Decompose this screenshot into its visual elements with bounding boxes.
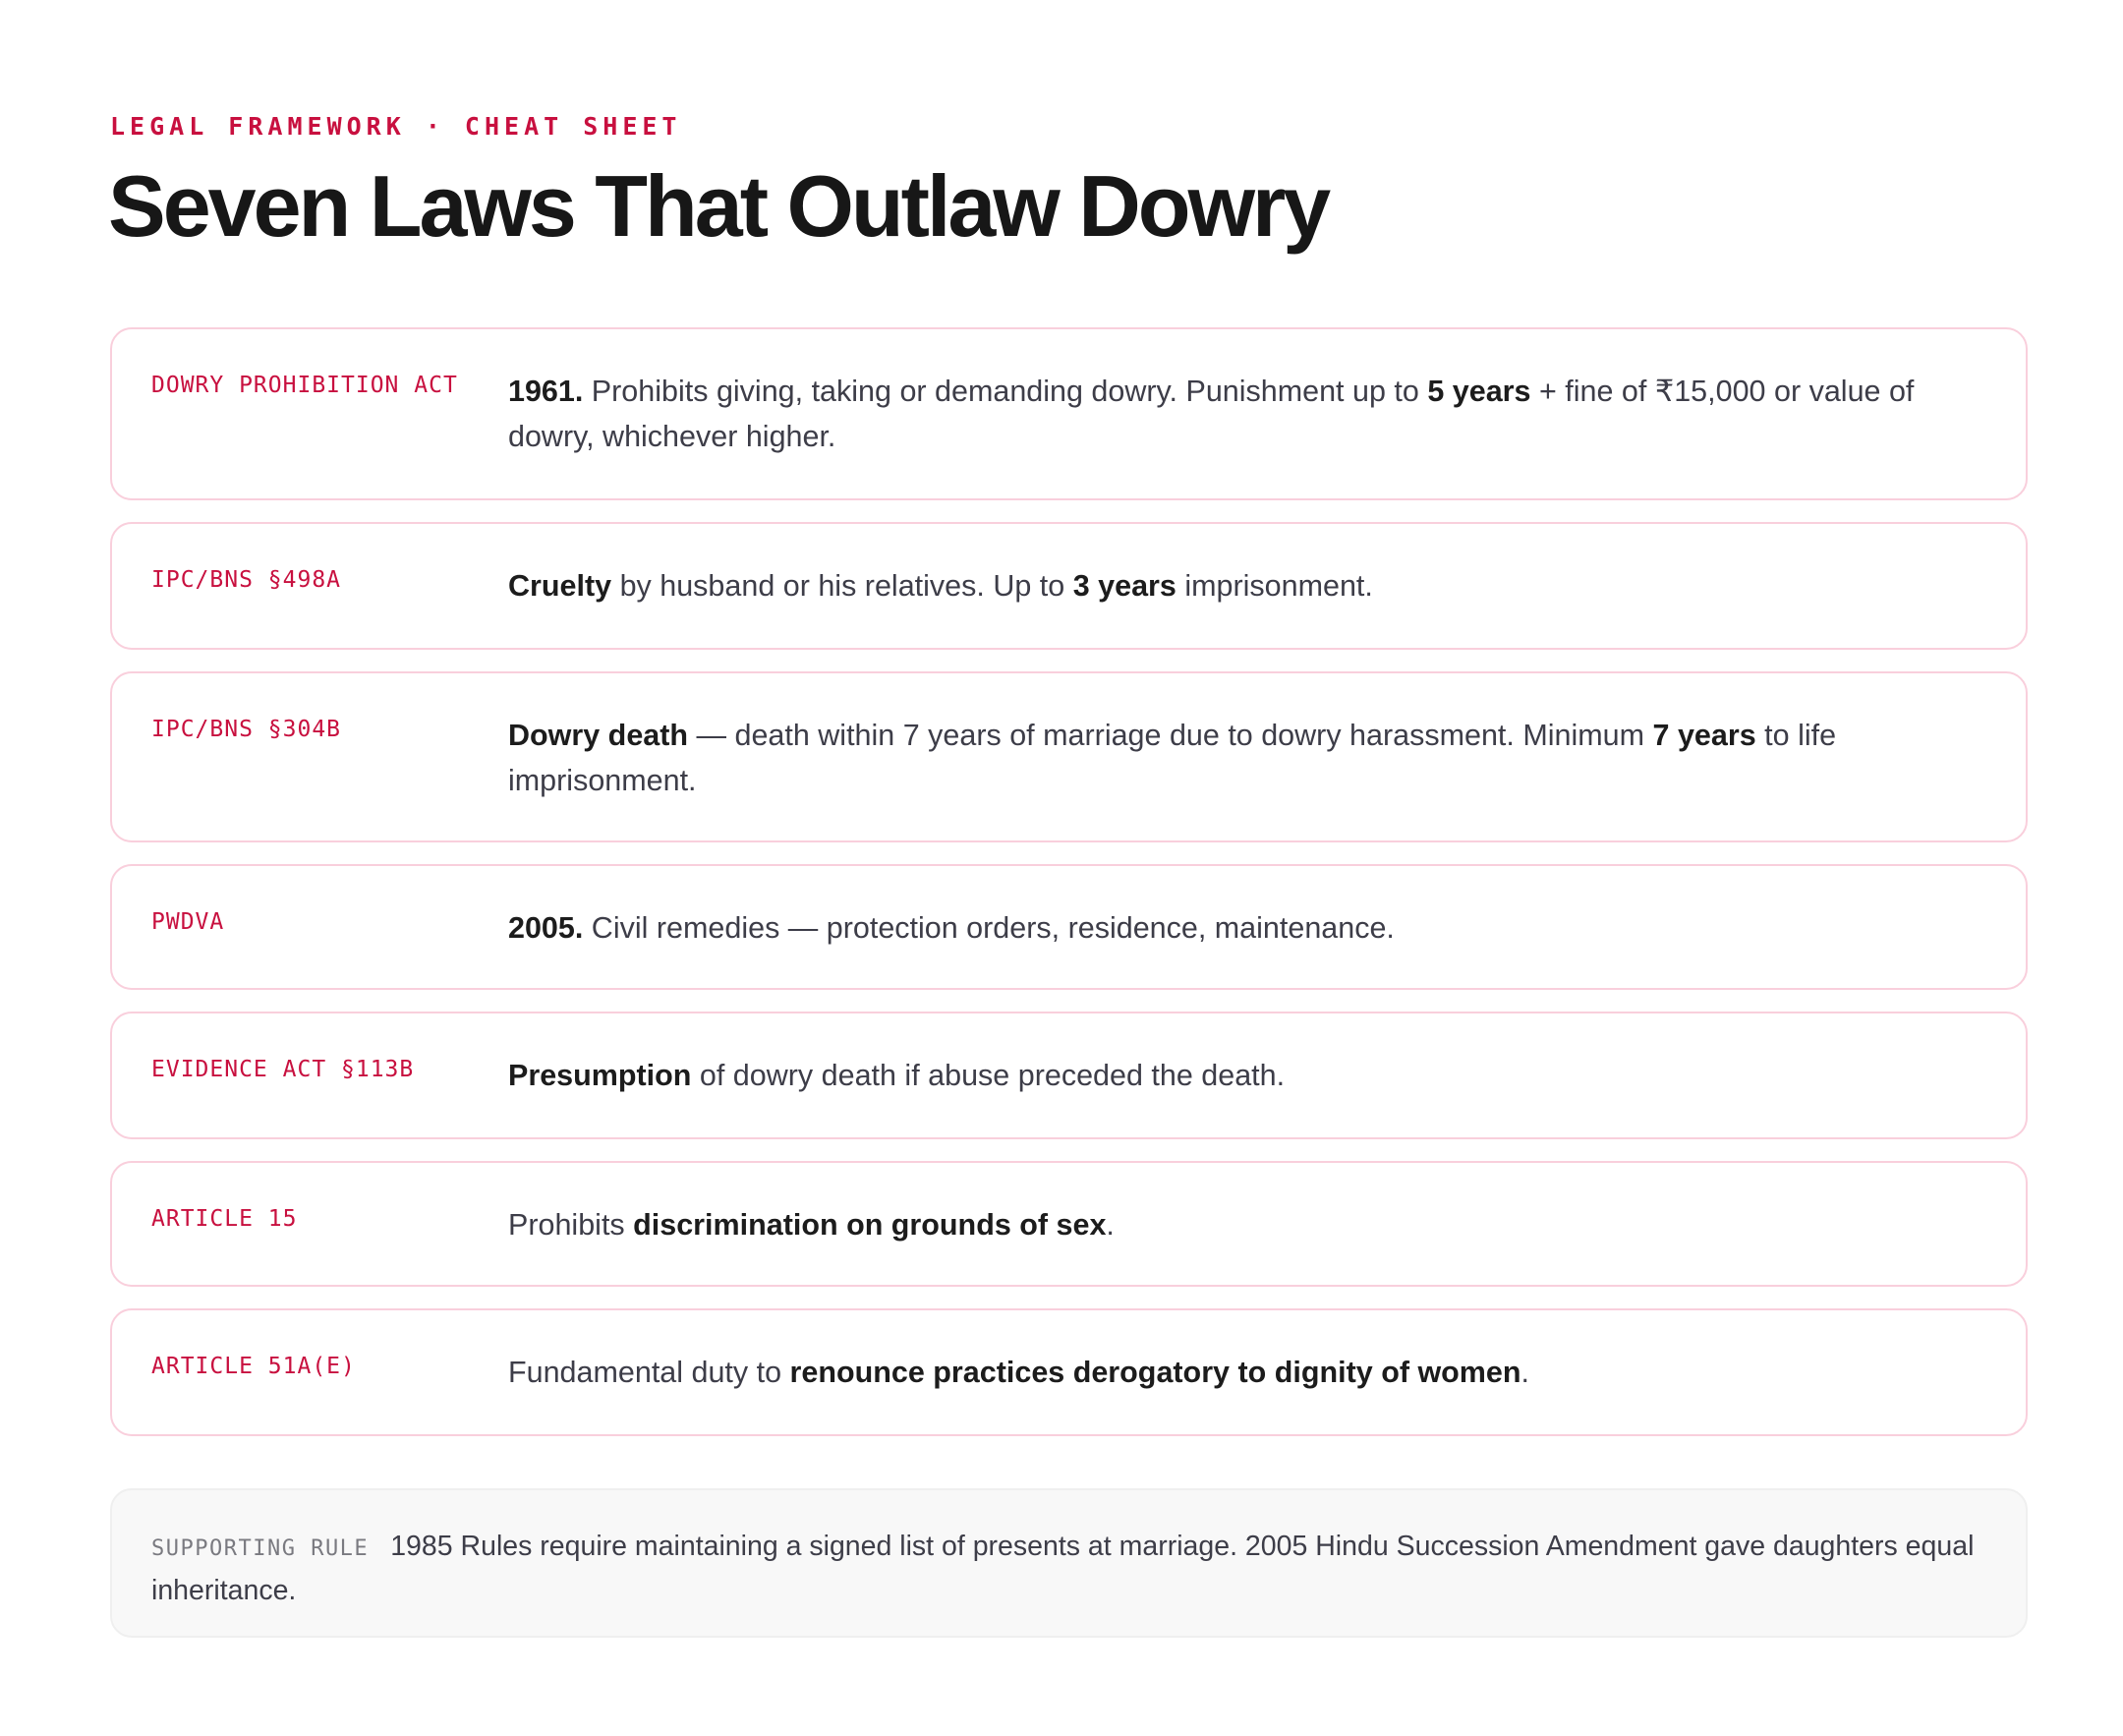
law-description: Presumption of dowry death if abuse prec…: [508, 1013, 2026, 1098]
law-lead: Presumption: [508, 1059, 692, 1092]
law-text: Civil remedies — protection orders, resi…: [583, 911, 1395, 945]
law-highlight: renounce practices derogatory to dignity…: [789, 1356, 1521, 1389]
law-list: DOWRY PROHIBITION ACT 1961. Prohibits gi…: [110, 327, 2028, 1458]
law-text: Fundamental duty to: [508, 1356, 790, 1389]
law-lead: 1961.: [508, 375, 584, 408]
law-name: PWDVA: [151, 909, 225, 935]
law-description: 2005. Civil remedies — protection orders…: [508, 866, 2026, 951]
supporting-rule-note: SUPPORTING RULE 1985 Rules require mainta…: [110, 1488, 2028, 1638]
law-description: Prohibits discrimination on grounds of s…: [508, 1163, 2026, 1247]
law-name: IPC/BNS §498A: [151, 567, 342, 593]
law-text: imprisonment.: [1176, 569, 1373, 603]
law-lead: Cruelty: [508, 569, 612, 603]
law-lead: Dowry death: [508, 719, 689, 752]
law-highlight: discrimination on grounds of sex: [633, 1208, 1107, 1242]
law-description: 1961. Prohibits giving, taking or demand…: [508, 329, 2026, 459]
law-text: to life imprisonment.: [508, 719, 1837, 797]
law-card-article-15: ARTICLE 15 Prohibits discrimination on g…: [110, 1161, 2028, 1287]
law-text: .: [1106, 1208, 1115, 1242]
law-text: by husband or his relatives. Up to: [611, 569, 1073, 603]
law-highlight: 5 years: [1427, 375, 1531, 408]
law-name: ARTICLE 51A(E): [151, 1354, 356, 1379]
page-title: Seven Laws That Outlaw Dowry: [108, 157, 1331, 255]
law-card-evidence-act-113b: EVIDENCE ACT §113B Presumption of dowry …: [110, 1012, 2028, 1139]
law-highlight: 7 years: [1652, 719, 1756, 752]
supporting-rule-text: 1985 Rules require maintaining a signed …: [151, 1531, 1975, 1606]
law-text: — death within 7 years of marriage due t…: [688, 719, 1653, 752]
law-card-pwdva: PWDVA 2005. Civil remedies — protection …: [110, 864, 2028, 990]
eyebrow-label: LEGAL FRAMEWORK · CHEAT SHEET: [110, 112, 682, 141]
law-text: Prohibits: [508, 1208, 634, 1242]
law-text: of dowry death if abuse preceded the dea…: [691, 1059, 1286, 1092]
supporting-rule-label: SUPPORTING RULE: [151, 1536, 370, 1561]
law-name: ARTICLE 15: [151, 1206, 298, 1232]
law-text: .: [1521, 1356, 1530, 1389]
law-description: Fundamental duty to renounce practices d…: [508, 1310, 2026, 1395]
law-card-dowry-prohibition-act: DOWRY PROHIBITION ACT 1961. Prohibits gi…: [110, 327, 2028, 500]
law-name: EVIDENCE ACT §113B: [151, 1057, 415, 1082]
law-text: Prohibits giving, taking or demanding do…: [583, 375, 1428, 408]
law-name: DOWRY PROHIBITION ACT: [151, 373, 458, 398]
law-name: IPC/BNS §304B: [151, 717, 342, 742]
law-card-ipc-304b: IPC/BNS §304B Dowry death — death within…: [110, 671, 2028, 842]
law-lead: 2005.: [508, 911, 584, 945]
law-description: Dowry death — death within 7 years of ma…: [508, 673, 2026, 803]
law-highlight: 3 years: [1072, 569, 1176, 603]
law-card-article-51a-e: ARTICLE 51A(E) Fundamental duty to renou…: [110, 1308, 2028, 1436]
law-text: + fine of ₹15,000 or value of dowry, whi…: [508, 375, 1915, 453]
law-description: Cruelty by husband or his relatives. Up …: [508, 524, 2026, 608]
law-card-ipc-498a: IPC/BNS §498A Cruelty by husband or his …: [110, 522, 2028, 650]
